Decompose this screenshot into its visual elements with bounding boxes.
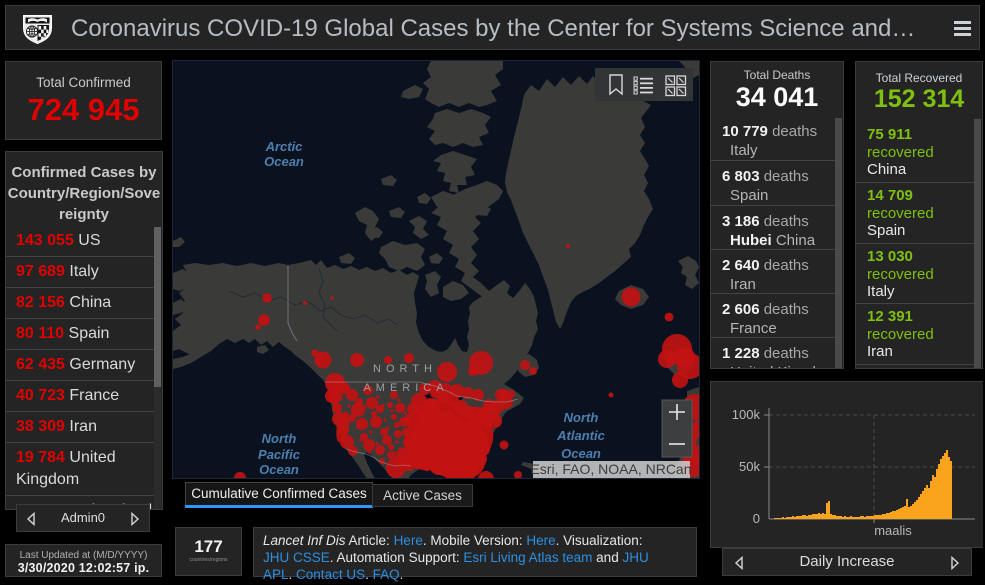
svg-text:Ocean: Ocean (264, 154, 304, 169)
svg-text:maalis: maalis (874, 523, 912, 538)
svg-text:Ocean: Ocean (561, 446, 601, 461)
svg-text:50k: 50k (739, 459, 760, 474)
svg-text:100k: 100k (732, 407, 761, 422)
svg-text:North: North (564, 410, 599, 425)
svg-text:North: North (262, 431, 297, 446)
svg-text:Ocean: Ocean (259, 462, 299, 477)
svg-text:0: 0 (753, 511, 760, 526)
svg-text:Pacific: Pacific (258, 447, 301, 462)
svg-text:NORTH: NORTH (373, 363, 437, 375)
svg-text:AMERICA: AMERICA (363, 382, 448, 394)
svg-text:Atlantic: Atlantic (556, 428, 605, 443)
svg-text:Arctic: Arctic (265, 139, 304, 154)
svg-text:Esri, FAO, NOAA, NRCan: Esri, FAO, NOAA, NRCan (530, 461, 691, 477)
